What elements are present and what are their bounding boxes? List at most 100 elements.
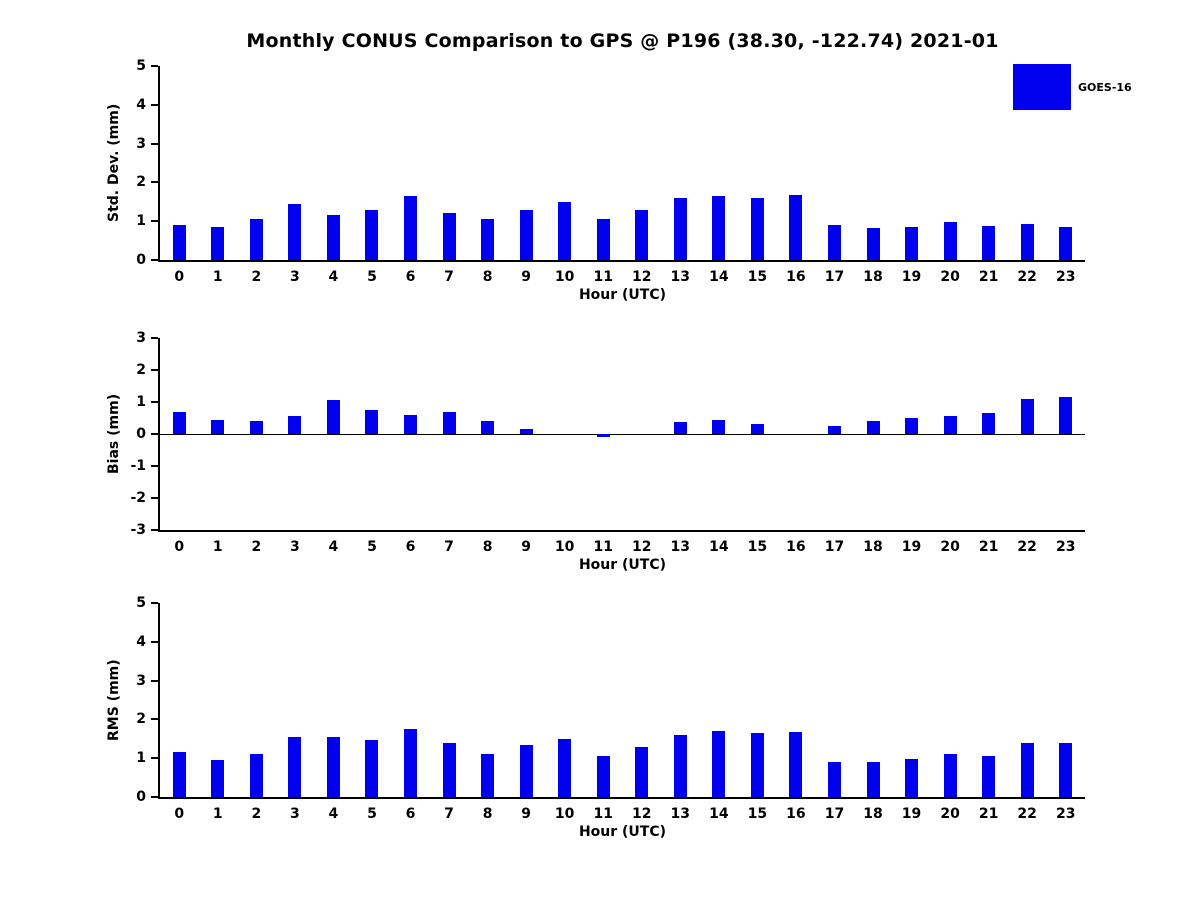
x-tick-label: 13 — [670, 806, 691, 822]
bar — [673, 734, 687, 797]
x-tick-label: 7 — [444, 539, 454, 555]
x-tick-label: 0 — [174, 539, 185, 555]
x-tick-label: 18 — [863, 269, 883, 285]
bar — [404, 729, 418, 797]
y-tick — [151, 433, 158, 435]
bar — [866, 421, 880, 434]
bar — [943, 222, 957, 260]
x-tick-label: 15 — [747, 806, 768, 822]
x-tick-label: 19 — [901, 269, 922, 285]
bar — [827, 762, 841, 797]
bar — [982, 413, 996, 434]
bar — [982, 756, 996, 797]
y-tick-label: 5 — [136, 58, 146, 74]
bar — [827, 426, 841, 434]
bar — [365, 739, 379, 797]
bar — [596, 219, 610, 260]
bar — [519, 429, 533, 434]
y-tick-label: -2 — [130, 490, 146, 506]
legend: GOES-16 — [1013, 64, 1132, 110]
x-axis-line — [158, 260, 1085, 262]
y-tick-label: 0 — [136, 252, 146, 268]
x-tick-label: 4 — [328, 269, 339, 285]
x-tick-label: 8 — [482, 269, 493, 285]
y-axis-line — [158, 338, 160, 532]
y-tick-label: -1 — [130, 458, 146, 474]
y-tick-label: 2 — [136, 362, 146, 378]
bar — [1059, 227, 1073, 260]
x-tick-label: 5 — [367, 806, 377, 822]
x-tick-label: 3 — [290, 806, 300, 822]
x-axis-label-bias: Hour (UTC) — [578, 557, 667, 573]
bar — [519, 209, 533, 260]
x-tick-label: 20 — [940, 806, 960, 822]
x-tick-label: 21 — [978, 539, 999, 555]
x-tick-label: 9 — [521, 539, 532, 555]
bar — [1059, 397, 1073, 434]
plot-area-bias: -3 -2 -1 0 1 2 3 0 1 2 3 4 5 6 7 8 9 10 11 12 13 14 15 16 17 18 19… — [130, 330, 1085, 555]
x-tick-label: 20 — [940, 269, 960, 285]
bar — [1020, 398, 1034, 434]
y-tick — [151, 142, 158, 145]
bar — [558, 201, 572, 260]
x-tick-label: 2 — [251, 806, 262, 822]
x-tick-label: 18 — [863, 806, 883, 822]
x-tick-label: 3 — [290, 269, 300, 285]
x-tick-label: 6 — [405, 539, 416, 555]
y-tick-label: -3 — [130, 522, 146, 538]
bar — [211, 760, 225, 797]
y-tick-label: 0 — [136, 426, 146, 442]
bar — [905, 758, 919, 797]
bar — [288, 203, 302, 260]
y-tick — [151, 718, 158, 721]
bar — [249, 421, 263, 434]
x-tick-label: 21 — [978, 806, 999, 822]
bar — [1020, 742, 1034, 797]
bar — [442, 412, 456, 434]
x-tick-label: 10 — [554, 269, 575, 285]
y-tick — [151, 529, 158, 531]
x-tick-label: 7 — [444, 269, 454, 285]
bar — [288, 416, 302, 434]
y-axis-line — [158, 603, 160, 799]
y-axis-line — [158, 66, 160, 262]
x-tick-label: 9 — [521, 806, 532, 822]
x-tick-label: 7 — [444, 806, 454, 822]
bar — [442, 213, 456, 260]
bar — [750, 197, 764, 260]
bar — [172, 225, 186, 260]
x-tick-label: 1 — [212, 269, 223, 285]
bar — [481, 219, 495, 260]
bar — [365, 410, 379, 434]
bar — [404, 414, 418, 434]
zero-line — [160, 433, 1085, 435]
y-tick — [151, 757, 158, 760]
bar — [943, 753, 957, 797]
x-tick-label: 5 — [367, 269, 377, 285]
y-tick-label: 0 — [136, 789, 146, 805]
bar — [249, 219, 263, 260]
x-tick-label: 16 — [786, 269, 806, 285]
x-tick-label: 14 — [709, 806, 729, 822]
bar — [481, 421, 495, 434]
x-axis-label-rms: Hour (UTC) — [578, 824, 667, 840]
legend-swatch-goes16 — [1013, 64, 1071, 110]
x-tick-label: 8 — [482, 539, 493, 555]
figure-title: Monthly CONUS Comparison to GPS @ P196 (… — [246, 30, 999, 52]
y-tick — [151, 679, 158, 682]
y-tick — [151, 401, 158, 403]
bar — [866, 228, 880, 260]
bar — [712, 419, 726, 434]
y-tick — [151, 465, 158, 467]
y-tick-label: 5 — [136, 595, 146, 611]
bar — [905, 227, 919, 260]
bar — [750, 423, 764, 434]
x-tick-label: 6 — [405, 269, 416, 285]
x-tick-label: 14 — [709, 539, 729, 555]
x-tick-label: 16 — [786, 806, 806, 822]
x-tick-label: 1 — [212, 539, 223, 555]
x-tick-label: 18 — [863, 539, 883, 555]
x-tick-label: 22 — [1017, 269, 1037, 285]
bar — [404, 195, 418, 260]
